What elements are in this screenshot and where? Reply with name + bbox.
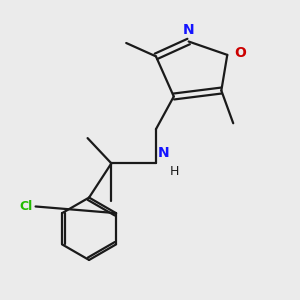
Text: O: O <box>235 46 247 60</box>
Text: Cl: Cl <box>19 200 33 213</box>
Text: N: N <box>158 146 169 161</box>
Text: H: H <box>169 165 179 178</box>
Text: N: N <box>183 23 194 37</box>
